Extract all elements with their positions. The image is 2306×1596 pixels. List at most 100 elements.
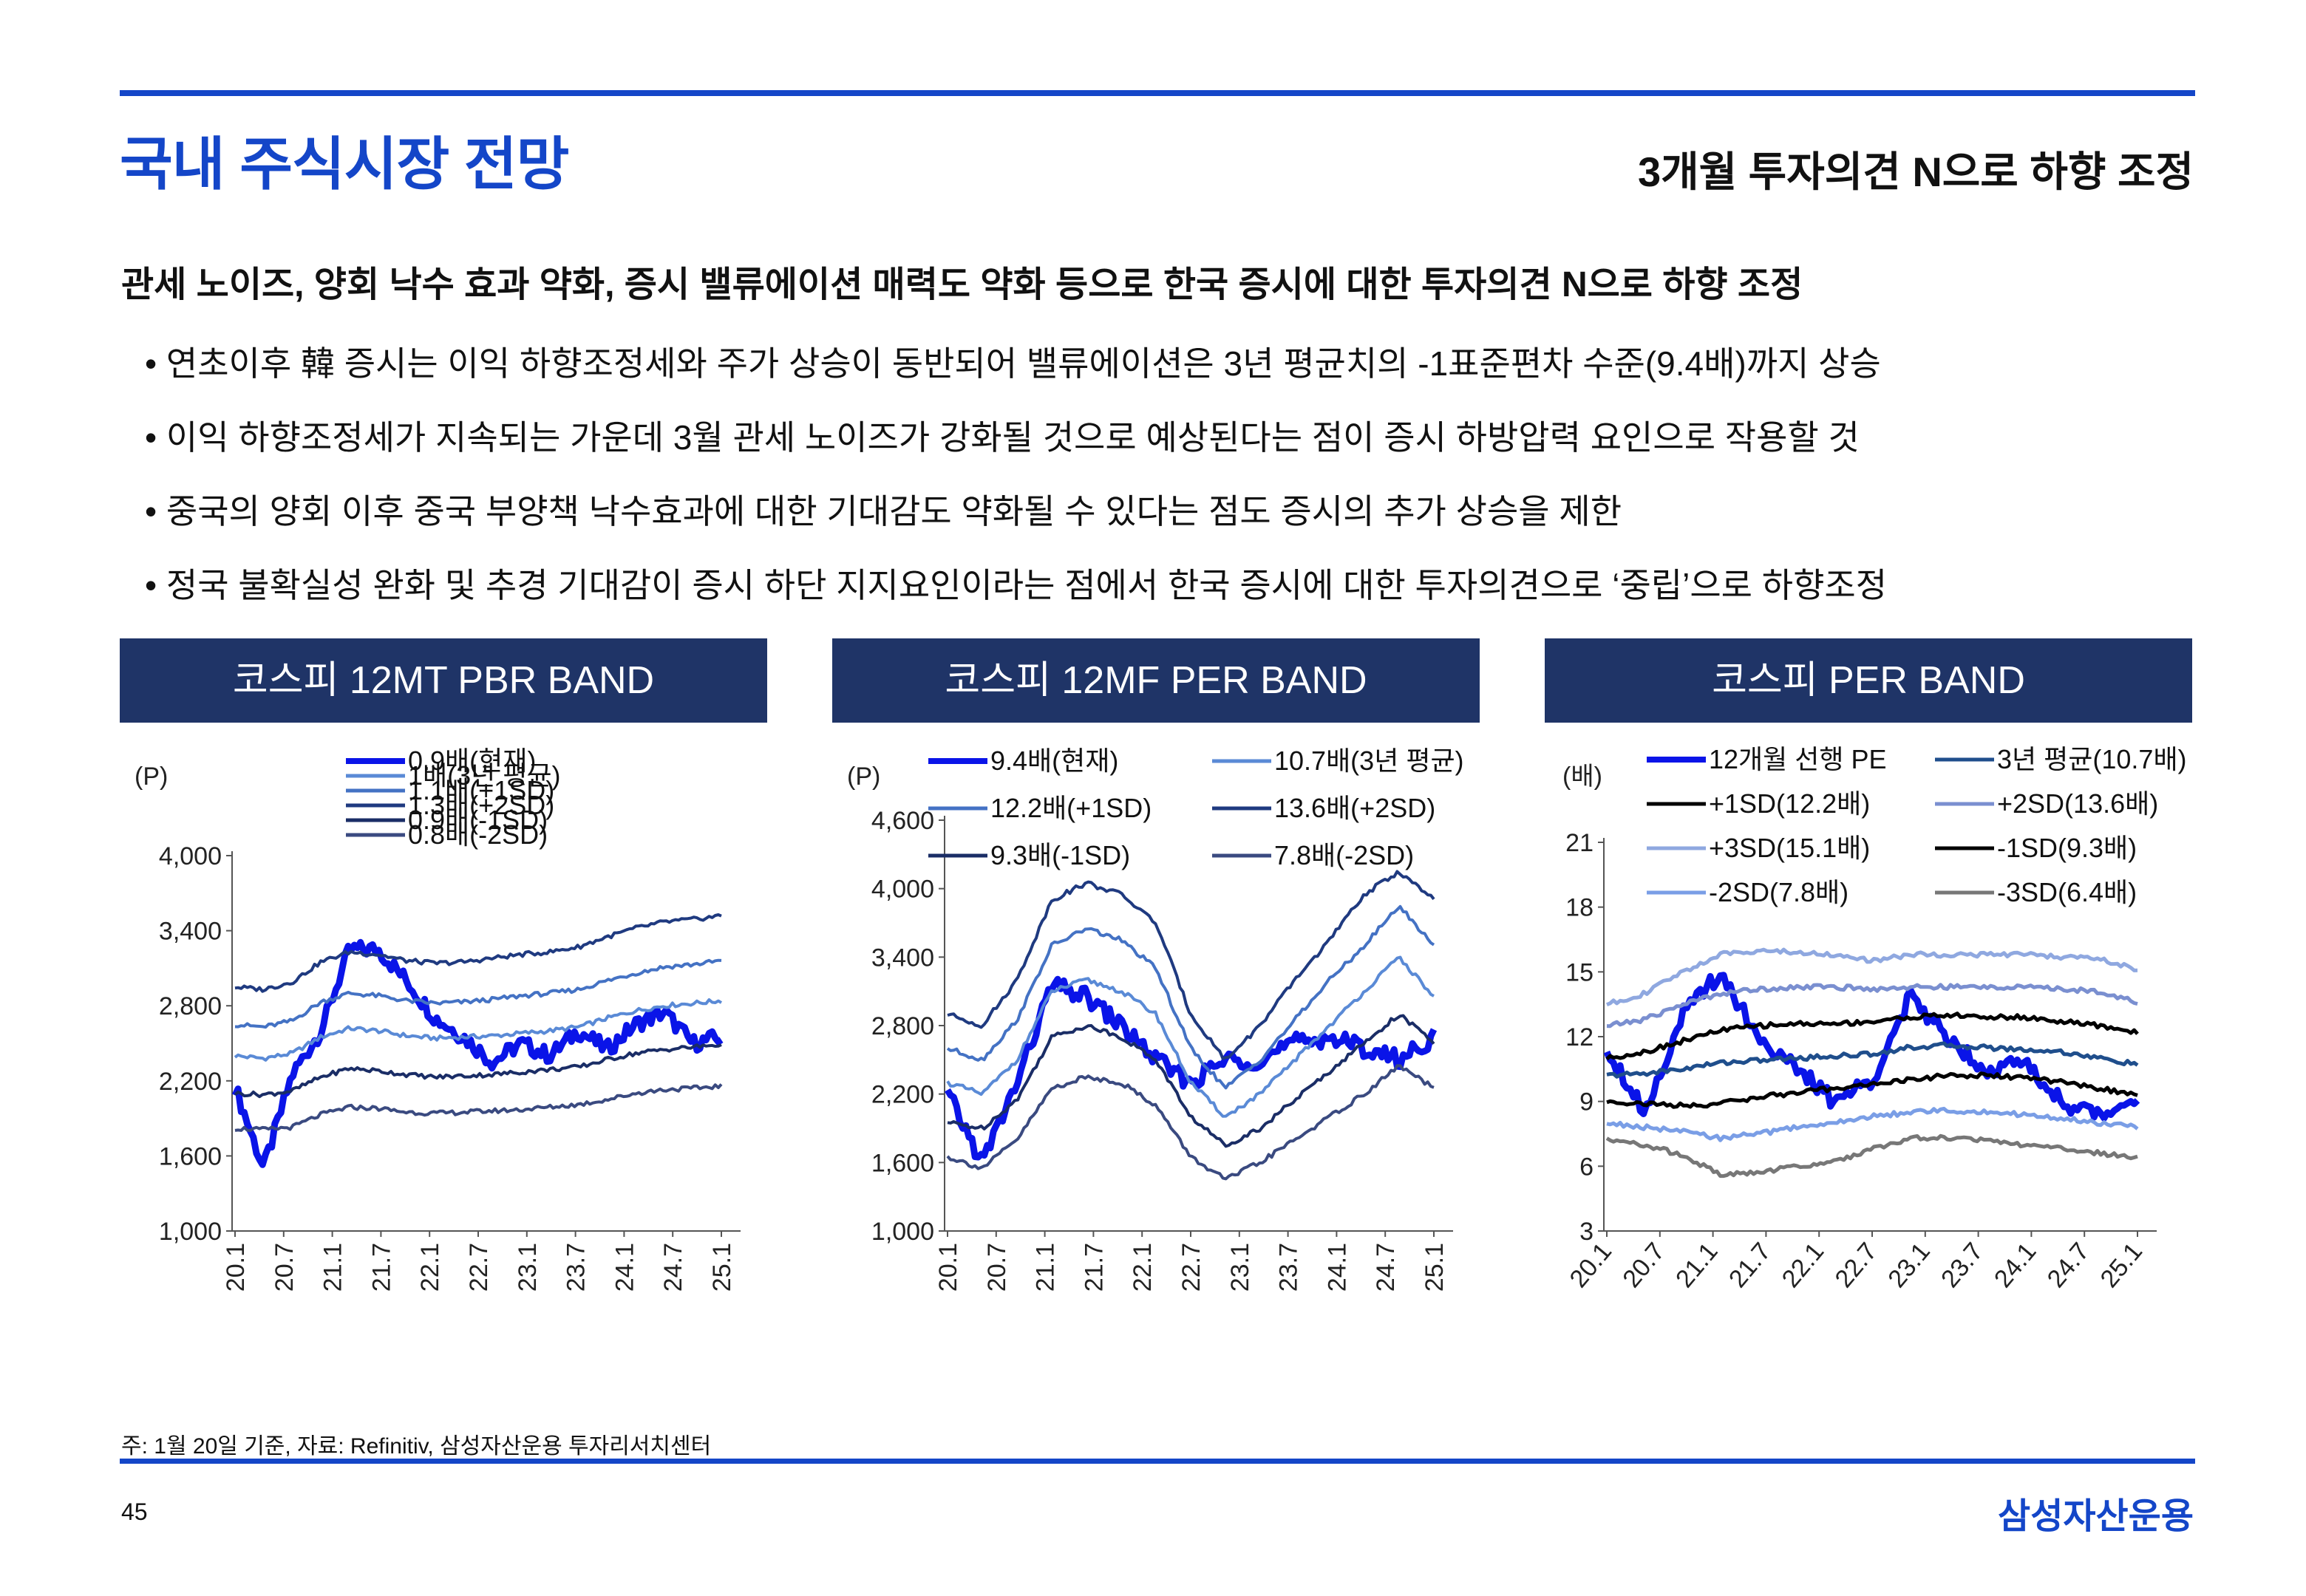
y-tick-label: 2,800 bbox=[159, 992, 222, 1020]
legend-item: 0.9배(-1SD) bbox=[346, 805, 548, 835]
y-tick-label: 1,000 bbox=[159, 1218, 222, 1246]
y-tick-label: 4,000 bbox=[159, 842, 222, 870]
x-tick-label: 23.7 bbox=[1936, 1238, 1989, 1293]
series-line bbox=[234, 1043, 722, 1099]
bottom-divider bbox=[120, 1459, 2195, 1464]
legend-item: 7.8배(-2SD) bbox=[1212, 840, 1414, 870]
legend-label: 7.8배(-2SD) bbox=[1274, 840, 1414, 870]
y-unit-label: (배) bbox=[1562, 763, 1602, 791]
x-tick-label: 21.7 bbox=[367, 1243, 395, 1292]
x-tick-label: 21.1 bbox=[319, 1243, 347, 1292]
chart-legend: 9.4배(현재) 10.7배(3년 평균) 12.2배(+1SD) 13.6배(+2S… bbox=[928, 746, 1464, 870]
series-line bbox=[1606, 1106, 2139, 1142]
chart-title: 코스피 12MT PBR BAND bbox=[120, 638, 767, 723]
y-tick-label: 2,200 bbox=[159, 1068, 222, 1096]
series-line bbox=[1605, 1133, 2138, 1179]
bullet-item: • 정국 불확실성 완화 및 추경 기대감이 증시 하단 지지요인이라는 점에서… bbox=[145, 566, 1888, 604]
series-line bbox=[1606, 947, 2138, 1007]
y-tick-label: 15 bbox=[1565, 958, 1594, 986]
legend-item: 13.6배(+2SD) bbox=[1212, 793, 1435, 823]
legend-item: 9.4배(현재) bbox=[928, 746, 1118, 776]
x-tick-label: 24.1 bbox=[1989, 1238, 2042, 1293]
y-tick-label: 9 bbox=[1579, 1088, 1594, 1116]
y-tick-label: 3,400 bbox=[159, 918, 222, 946]
series-line bbox=[234, 998, 723, 1062]
y-tick-label: 1,000 bbox=[871, 1218, 934, 1246]
x-tick-label: 25.1 bbox=[2095, 1238, 2148, 1293]
x-tick-label: 22.1 bbox=[416, 1243, 444, 1292]
y-tick-label: 6 bbox=[1579, 1153, 1594, 1181]
legend-label: 1.3배(+2SD) bbox=[408, 790, 554, 820]
chart-title: 코스피 12MF PER BAND bbox=[832, 638, 1480, 723]
x-tick-label: 20.1 bbox=[934, 1243, 962, 1292]
legend-label: -1SD(9.3배) bbox=[1997, 833, 2137, 863]
legend-item: 9.3배(-1SD) bbox=[928, 840, 1130, 870]
series-line bbox=[1606, 1071, 2138, 1109]
legend-item: 3년 평균(10.7배) bbox=[1935, 744, 2187, 774]
x-tick-label: 20.1 bbox=[1564, 1238, 1617, 1293]
y-tick-label: 1,600 bbox=[871, 1149, 934, 1177]
legend-label: 1배(3년 평균) bbox=[408, 760, 561, 791]
legend-item: 12개월 선행 PE bbox=[1647, 744, 1887, 774]
series-line bbox=[947, 870, 1435, 1060]
series-line bbox=[1606, 1041, 2139, 1079]
legend-item: 0.8배(-2SD) bbox=[346, 819, 548, 850]
y-tick-label: 21 bbox=[1565, 829, 1594, 857]
per-band-12mf-chart: (P) 1,000 1,600 2,200 2,800 3,400 4,000 4,600 20… bbox=[847, 746, 1464, 1292]
series-line bbox=[231, 938, 724, 1168]
x-tick-label: 21.1 bbox=[1670, 1238, 1724, 1293]
x-tick-label: 23.7 bbox=[1275, 1243, 1303, 1292]
x-tick-label: 20.1 bbox=[222, 1243, 250, 1292]
top-divider bbox=[120, 90, 2195, 96]
legend-item: 0.9배(현재) bbox=[346, 746, 536, 776]
x-tick-label: 21.7 bbox=[1080, 1243, 1108, 1292]
headline: 관세 노이즈, 양회 낙수 효과 약화, 증시 밸류에이션 매력도 약화 등으로… bbox=[121, 265, 1803, 304]
series-line bbox=[945, 975, 1438, 1161]
legend-label: 12개월 선행 PE bbox=[1709, 744, 1887, 774]
series-line bbox=[1606, 983, 2138, 1029]
legend-item: -3SD(6.4배) bbox=[1935, 877, 2137, 907]
x-tick-label: 22.7 bbox=[1177, 1243, 1205, 1292]
x-tick-label: 23.1 bbox=[514, 1243, 542, 1292]
chart-legend: 12개월 선행 PE 3년 평균(10.7배) +1SD(12.2배) +2SD(13… bbox=[1647, 744, 2187, 907]
legend-label: 9.3배(-1SD) bbox=[990, 840, 1130, 870]
legend-label: +1SD(12.2배) bbox=[1709, 788, 1870, 819]
series-line bbox=[234, 1083, 723, 1132]
x-tick-label: 20.7 bbox=[1617, 1238, 1670, 1293]
y-tick-label: 2,200 bbox=[871, 1081, 934, 1109]
chart-panel-pbr-band: 코스피 12MT PBR BAND (P) 1,000 1,600 2,200 2,80… bbox=[120, 638, 767, 1451]
x-tick-label: 21.7 bbox=[1724, 1238, 1777, 1293]
y-tick-label: 3 bbox=[1579, 1218, 1594, 1246]
page-number: 45 bbox=[121, 1498, 148, 1525]
legend-label: 12.2배(+1SD) bbox=[990, 793, 1152, 823]
chart-legend: 0.9배(현재)1배(3년 평균)1.1배(+1SD)1.3배(+2SD)0.9… bbox=[346, 746, 561, 850]
legend-item: 12.2배(+1SD) bbox=[928, 793, 1152, 823]
chart-panel-12mf-per-band: 코스피 12MF PER BAND (P) 1,000 1,600 2,200 2,80… bbox=[832, 638, 1480, 1451]
y-tick-label: 12 bbox=[1565, 1023, 1594, 1051]
legend-item: -1SD(9.3배) bbox=[1935, 833, 2137, 863]
series-line bbox=[234, 958, 722, 1029]
legend-label: +2SD(13.6배) bbox=[1997, 788, 2158, 819]
brand-logo-text: 삼성자산운용 bbox=[1998, 1497, 2194, 1536]
legend-item: 1.1배(+1SD) bbox=[346, 775, 554, 805]
legend-label: -2SD(7.8배) bbox=[1709, 877, 1848, 907]
pbr-band-chart: (P) 1,000 1,600 2,200 2,800 3,400 4,000 20.1 20.… bbox=[135, 746, 741, 1292]
legend-label: 10.7배(3년 평균) bbox=[1274, 746, 1464, 776]
x-tick-label: 22.1 bbox=[1129, 1243, 1157, 1292]
legend-item: 1.3배(+2SD) bbox=[346, 790, 554, 820]
legend-label: 9.4배(현재) bbox=[990, 746, 1118, 776]
chart-panel-per-band: 코스피 PER BAND (배) 3 6 9 12 15 18 21 20.1 20.7 21.1 2… bbox=[1545, 638, 2192, 1451]
y-tick-label: 1,600 bbox=[159, 1142, 222, 1170]
y-unit-label: (P) bbox=[135, 763, 168, 791]
x-tick-label: 22.7 bbox=[465, 1243, 493, 1292]
x-tick-label: 23.1 bbox=[1226, 1243, 1254, 1292]
legend-item: 1배(3년 평균) bbox=[346, 760, 561, 791]
y-tick-label: 4,600 bbox=[871, 807, 934, 835]
series-line bbox=[234, 913, 722, 993]
legend-item: +1SD(12.2배) bbox=[1647, 788, 1870, 819]
legend-item: +3SD(15.1배) bbox=[1647, 833, 1870, 863]
legend-label: 13.6배(+2SD) bbox=[1274, 793, 1435, 823]
chart-title: 코스피 PER BAND bbox=[1545, 638, 2192, 723]
legend-label: 0.9배(현재) bbox=[408, 746, 536, 776]
